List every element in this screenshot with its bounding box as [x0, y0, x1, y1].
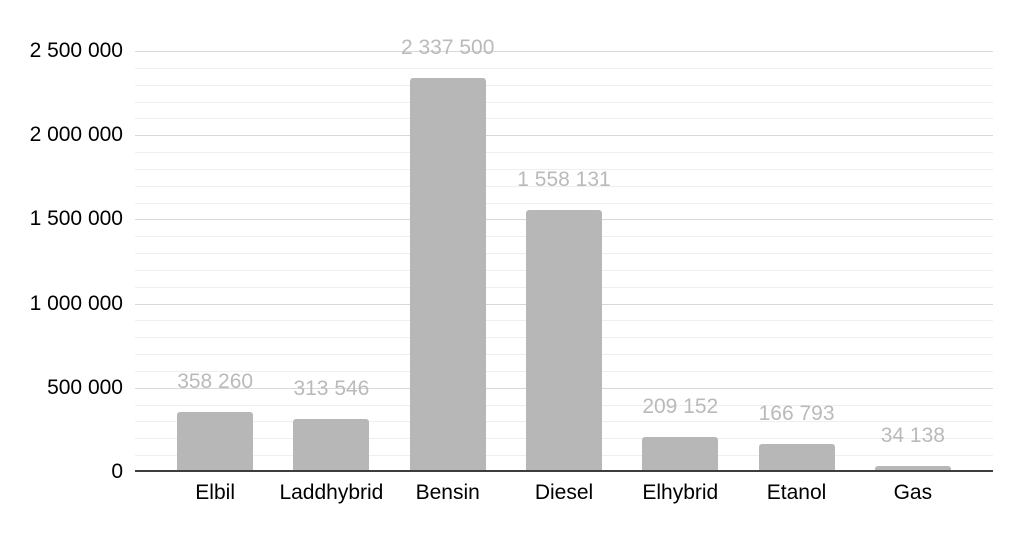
category-label-elhybrid: Elhybrid: [642, 481, 719, 504]
bar-elbil[interactable]: [177, 411, 254, 472]
minor-gridline: [135, 101, 993, 103]
major-gridline: [135, 51, 993, 52]
data-label-diesel: 1 558 131: [517, 167, 611, 191]
y-axis-tick-label: 1 000 000: [29, 291, 123, 315]
minor-gridline: [135, 84, 993, 86]
data-label-elbil: 358 260: [177, 369, 254, 393]
x-axis-baseline: [135, 470, 993, 472]
category-label-etanol: Etanol: [766, 481, 827, 504]
data-label-gas: 34 138: [880, 424, 945, 448]
plot-area: 358 260 313 546 2 337 500 1 558 131 209 152 1…: [135, 36, 993, 472]
minor-gridline: [135, 152, 993, 154]
y-axis-tick-label: 2 500 000: [29, 39, 123, 62]
data-label-laddhybrid: 313 546: [293, 377, 370, 401]
minor-gridline: [135, 67, 993, 69]
category-label-elbil: Elbil: [195, 481, 235, 504]
bar-etanol[interactable]: [758, 443, 835, 472]
bar-diesel[interactable]: [526, 209, 602, 472]
category-label-gas: Gas: [893, 481, 933, 504]
minor-gridline: [135, 118, 993, 120]
y-axis-tick-label: 1 500 000: [29, 207, 123, 231]
minor-gridline: [135, 185, 993, 187]
bar-gas[interactable]: [874, 466, 951, 472]
bar-elhybrid[interactable]: [642, 436, 719, 472]
category-label-diesel: Diesel: [534, 481, 594, 504]
category-label-laddhybrid: Laddhybrid: [279, 481, 384, 504]
minor-gridline: [135, 168, 993, 170]
category-label-bensin: Bensin: [415, 481, 480, 504]
data-label-elhybrid: 209 152: [642, 394, 719, 418]
y-axis-tick-label: 2 000 000: [29, 123, 123, 147]
y-axis-tick-label: 500 000: [47, 375, 123, 399]
y-axis-tick-label: 0: [111, 460, 123, 483]
data-label-etanol: 166 793: [758, 401, 835, 425]
data-label-bensin: 2 337 500: [400, 36, 495, 60]
minor-gridline: [135, 202, 993, 204]
bar-laddhybrid[interactable]: [293, 419, 370, 472]
major-gridline: [135, 135, 993, 137]
bar-bensin[interactable]: [409, 78, 486, 472]
